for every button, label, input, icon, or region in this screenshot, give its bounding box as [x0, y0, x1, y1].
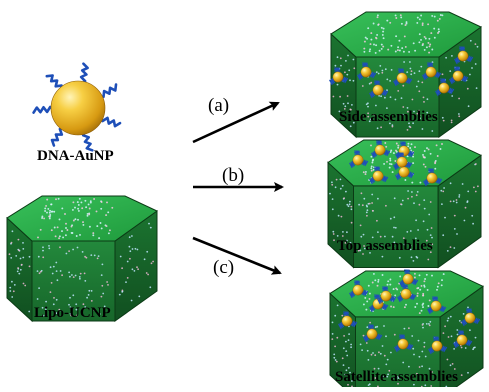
gold-sphere — [375, 145, 385, 155]
gold-sphere — [381, 291, 391, 301]
gold-sphere — [373, 85, 383, 95]
prism-face-front — [354, 186, 439, 268]
arrow-a — [193, 103, 278, 142]
path-b-label: (b) — [222, 165, 244, 187]
gold-sphere — [399, 167, 409, 177]
gold-sphere — [426, 67, 436, 77]
gold-sphere — [367, 329, 377, 339]
gold-sphere — [353, 155, 363, 165]
gold-sphere — [432, 341, 442, 351]
gold-sphere — [361, 67, 371, 77]
gold-sphere — [397, 157, 407, 167]
gold-sphere — [398, 339, 408, 349]
gold-sphere — [401, 289, 411, 299]
path-a-label: (a) — [208, 95, 229, 117]
dna-strand — [100, 117, 120, 126]
gold-sphere — [403, 274, 413, 284]
gold-sphere — [457, 335, 467, 345]
gold-sphere — [465, 313, 475, 323]
gold-sphere — [439, 83, 449, 93]
arrow-c — [193, 238, 280, 273]
gold-sphere — [51, 81, 105, 135]
path-c-label: (c) — [213, 257, 234, 279]
gold-sphere — [427, 173, 437, 183]
satellite-assemblies-label: Satellite assemblies — [335, 369, 458, 386]
gold-sphere — [458, 51, 468, 61]
gold-sphere — [453, 71, 463, 81]
dna-aunp-particle — [34, 64, 120, 151]
gold-sphere — [353, 285, 363, 295]
side-assemblies-label: Side assemblies — [339, 109, 438, 126]
dna-strand — [52, 128, 64, 146]
dna-strand — [47, 76, 62, 90]
gold-sphere — [431, 301, 441, 311]
dna-aunp-label: DNA-AuNP — [37, 148, 114, 165]
gold-sphere — [342, 316, 352, 326]
top-assemblies-label: Top assemblies — [337, 238, 433, 255]
gold-sphere — [373, 171, 383, 181]
gold-sphere — [397, 73, 407, 83]
gold-sphere — [333, 72, 343, 82]
arrow-layer — [193, 103, 282, 273]
prism-layer — [7, 12, 483, 387]
lipo-ucnp-prism — [7, 196, 157, 321]
lipo-ucnp-label: Lipo-UCNP — [34, 305, 111, 322]
